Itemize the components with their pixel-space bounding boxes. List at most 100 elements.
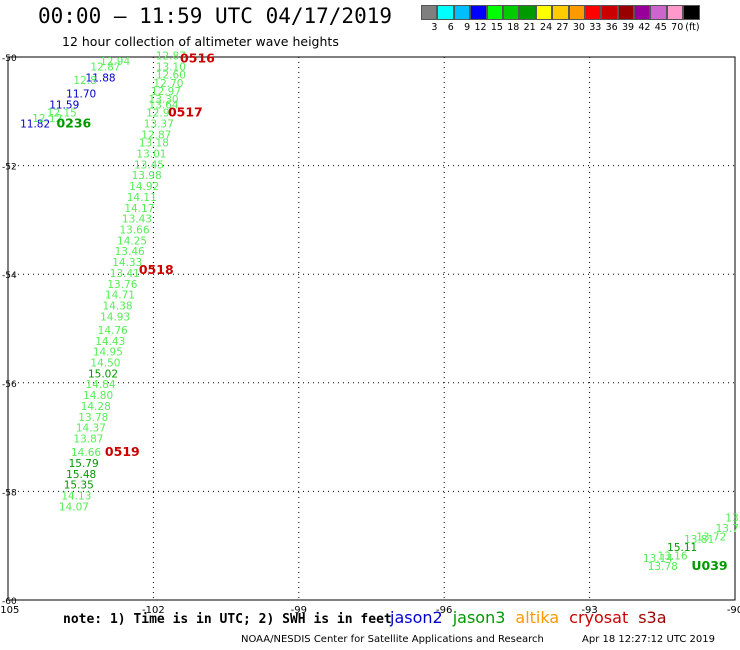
- colorbar-swatch: [502, 5, 520, 20]
- satellite-legend-jason2: jason2: [390, 608, 443, 627]
- jason3-wave-height-label: 13.10: [156, 62, 186, 74]
- jason3-wave-height-label: 13.72: [696, 531, 726, 543]
- jason3-wave-height-label: 13.78: [78, 412, 108, 424]
- jason3-wave-height-label: 12.87: [141, 129, 171, 141]
- map-frame: [7, 56, 736, 601]
- colorbar-swatch: [535, 5, 553, 20]
- lat-tick-label: -50: [2, 54, 17, 64]
- colorbar-swatch: [519, 5, 536, 20]
- jason3-wave-height-label: 12.12: [32, 113, 62, 125]
- jason3-wave-height-label: 14.25: [117, 235, 147, 247]
- jason3-wave-height-label: 14.43: [95, 336, 125, 348]
- satellite-legend-jason3: jason3: [452, 608, 506, 627]
- lon-tick-label: -96: [436, 605, 452, 616]
- lon-tick-label: -90: [727, 605, 740, 616]
- lat-tick-label: -52: [2, 163, 17, 173]
- jason3-wave-height-label: 14.33: [112, 257, 142, 269]
- satellite-legend-cryosat: cryosat: [569, 608, 629, 627]
- track-id-label: 0519: [105, 444, 140, 459]
- jason3-wave-height-label: 13.64: [149, 100, 179, 112]
- wave-height-colorbar: 3 6 9 12 15 18 21 24 27 30 33 36 39 42 45 70 (ft): [421, 5, 700, 33]
- colorbar-swatch: [437, 5, 454, 20]
- page-subtitle: 12 hour collection of altimeter wave hei…: [62, 34, 339, 49]
- colorbar-swatch: [453, 5, 471, 20]
- jason3-wave-height-label: 13.41: [110, 268, 140, 280]
- track-id-label: 0516: [180, 50, 215, 65]
- jason3-wave-height-label: 12.8: [73, 75, 96, 87]
- colorbar-swatch: [650, 5, 667, 20]
- colorbar-swatches: [421, 5, 700, 20]
- jason3-wave-height-label: 12.90: [146, 108, 176, 120]
- colorbar-label: 12: [474, 22, 487, 33]
- jason3-wave-height-label: 14.17: [124, 203, 154, 215]
- jason3-wave-height-label: 14.28: [81, 401, 111, 413]
- jason3-wave-height-label: 14.66: [71, 447, 101, 459]
- jason2-wave-height-label: 11.88: [86, 72, 116, 84]
- colorbar-label: 27: [556, 22, 569, 33]
- jason3-wave-height-label: 13.43: [122, 214, 152, 226]
- jason3-wave-height-label: 13.76: [107, 279, 137, 291]
- jason3-wave-height-label: 13.98: [132, 170, 162, 182]
- jason3-wave-height-label: 15.35: [64, 480, 94, 492]
- colorbar-swatch: [601, 5, 618, 20]
- colorbar-labels: 3 6 9 12 15 18 21 24 27 30 33 36 39 42 45 70 (ft): [421, 22, 700, 33]
- colorbar-swatch: [683, 5, 700, 20]
- track-id-label: 0518: [139, 262, 174, 277]
- jason3-wave-height-label: 15.79: [69, 458, 99, 470]
- jason2-wave-height-label: 11.59: [49, 100, 79, 112]
- satellite-legend-altika: altika: [515, 608, 560, 627]
- colorbar-swatch: [634, 5, 651, 20]
- lon-tick-label: -99: [291, 605, 307, 616]
- jason2-wave-height-label: 11.82: [20, 119, 50, 131]
- colorbar-label: 30: [572, 22, 585, 33]
- jason3-wave-height-label: 14.76: [98, 325, 128, 337]
- jason3-wave-height-label: 13.14: [643, 553, 673, 565]
- colorbar-swatch: [617, 5, 635, 20]
- jason3-wave-height-label: 14.93: [100, 311, 130, 323]
- generated-timestamp: Apr 18 12:27:12 UTC 2019: [582, 634, 715, 645]
- lon-tick-label: -93: [581, 605, 597, 616]
- colorbar-swatch: [568, 5, 585, 20]
- jason3-wave-height-label: 12.70: [153, 78, 183, 90]
- lon-tick-label: -102: [142, 605, 165, 616]
- jason3-wave-height-label: 14.95: [93, 347, 123, 359]
- footer-note: note: 1) Time is in UTC; 2) SWH is in fe…: [63, 612, 392, 627]
- track-id-label: 0236: [56, 116, 91, 131]
- jason3-wave-height-label: 13.01: [136, 148, 166, 160]
- colorbar-label: 6: [447, 22, 454, 33]
- jason3-wave-height-label: 14.37: [76, 423, 106, 435]
- jason3-wave-height-label: 14.38: [103, 300, 133, 312]
- jason3-wave-height-label: 12.60: [156, 70, 186, 82]
- jason3-wave-height-label: 13.79: [716, 523, 740, 535]
- colorbar-label: 3: [431, 22, 438, 33]
- jason3-wave-height-label: 15.11: [667, 542, 697, 554]
- colorbar-label: 21: [523, 22, 536, 33]
- jason3-wave-height-label: 14.07: [59, 501, 89, 513]
- jason3-wave-height-label: 14.11: [127, 192, 157, 204]
- colorbar-label: 18: [507, 22, 520, 33]
- track-id-label: U039: [691, 558, 727, 573]
- colorbar-swatch: [421, 5, 438, 20]
- jason3-wave-height-label: 14.71: [105, 290, 135, 302]
- colorbar-swatch: [552, 5, 569, 20]
- lat-tick-label: -60: [2, 597, 17, 607]
- jason3-wave-height-label: 15.02: [88, 368, 118, 380]
- jason3-wave-height-label: 12.15: [47, 108, 77, 120]
- jason3-wave-height-label: 12.87: [156, 51, 186, 63]
- jason3-wave-height-label: 12.94: [100, 56, 130, 68]
- colorbar-swatch: [486, 5, 503, 20]
- jason3-wave-height-label: 12.87: [90, 62, 120, 74]
- colorbar-swatch: [666, 5, 684, 20]
- lat-tick-label: -56: [2, 380, 17, 390]
- colorbar-swatch: [584, 5, 602, 20]
- jason3-wave-height-label: 12.97: [151, 86, 181, 98]
- colorbar-label: 15: [490, 22, 503, 33]
- jason3-wave-height-label: 15.48: [66, 469, 96, 481]
- track-id-label: 0517: [168, 105, 203, 120]
- jason3-wave-height-label: 13.78: [648, 561, 678, 573]
- colorbar-label: 24: [540, 22, 553, 33]
- satellite-legend-s3a: s3a: [638, 608, 667, 627]
- jason2-wave-height-label: 11.70: [66, 89, 96, 101]
- lon-tick-label: -105: [0, 605, 19, 616]
